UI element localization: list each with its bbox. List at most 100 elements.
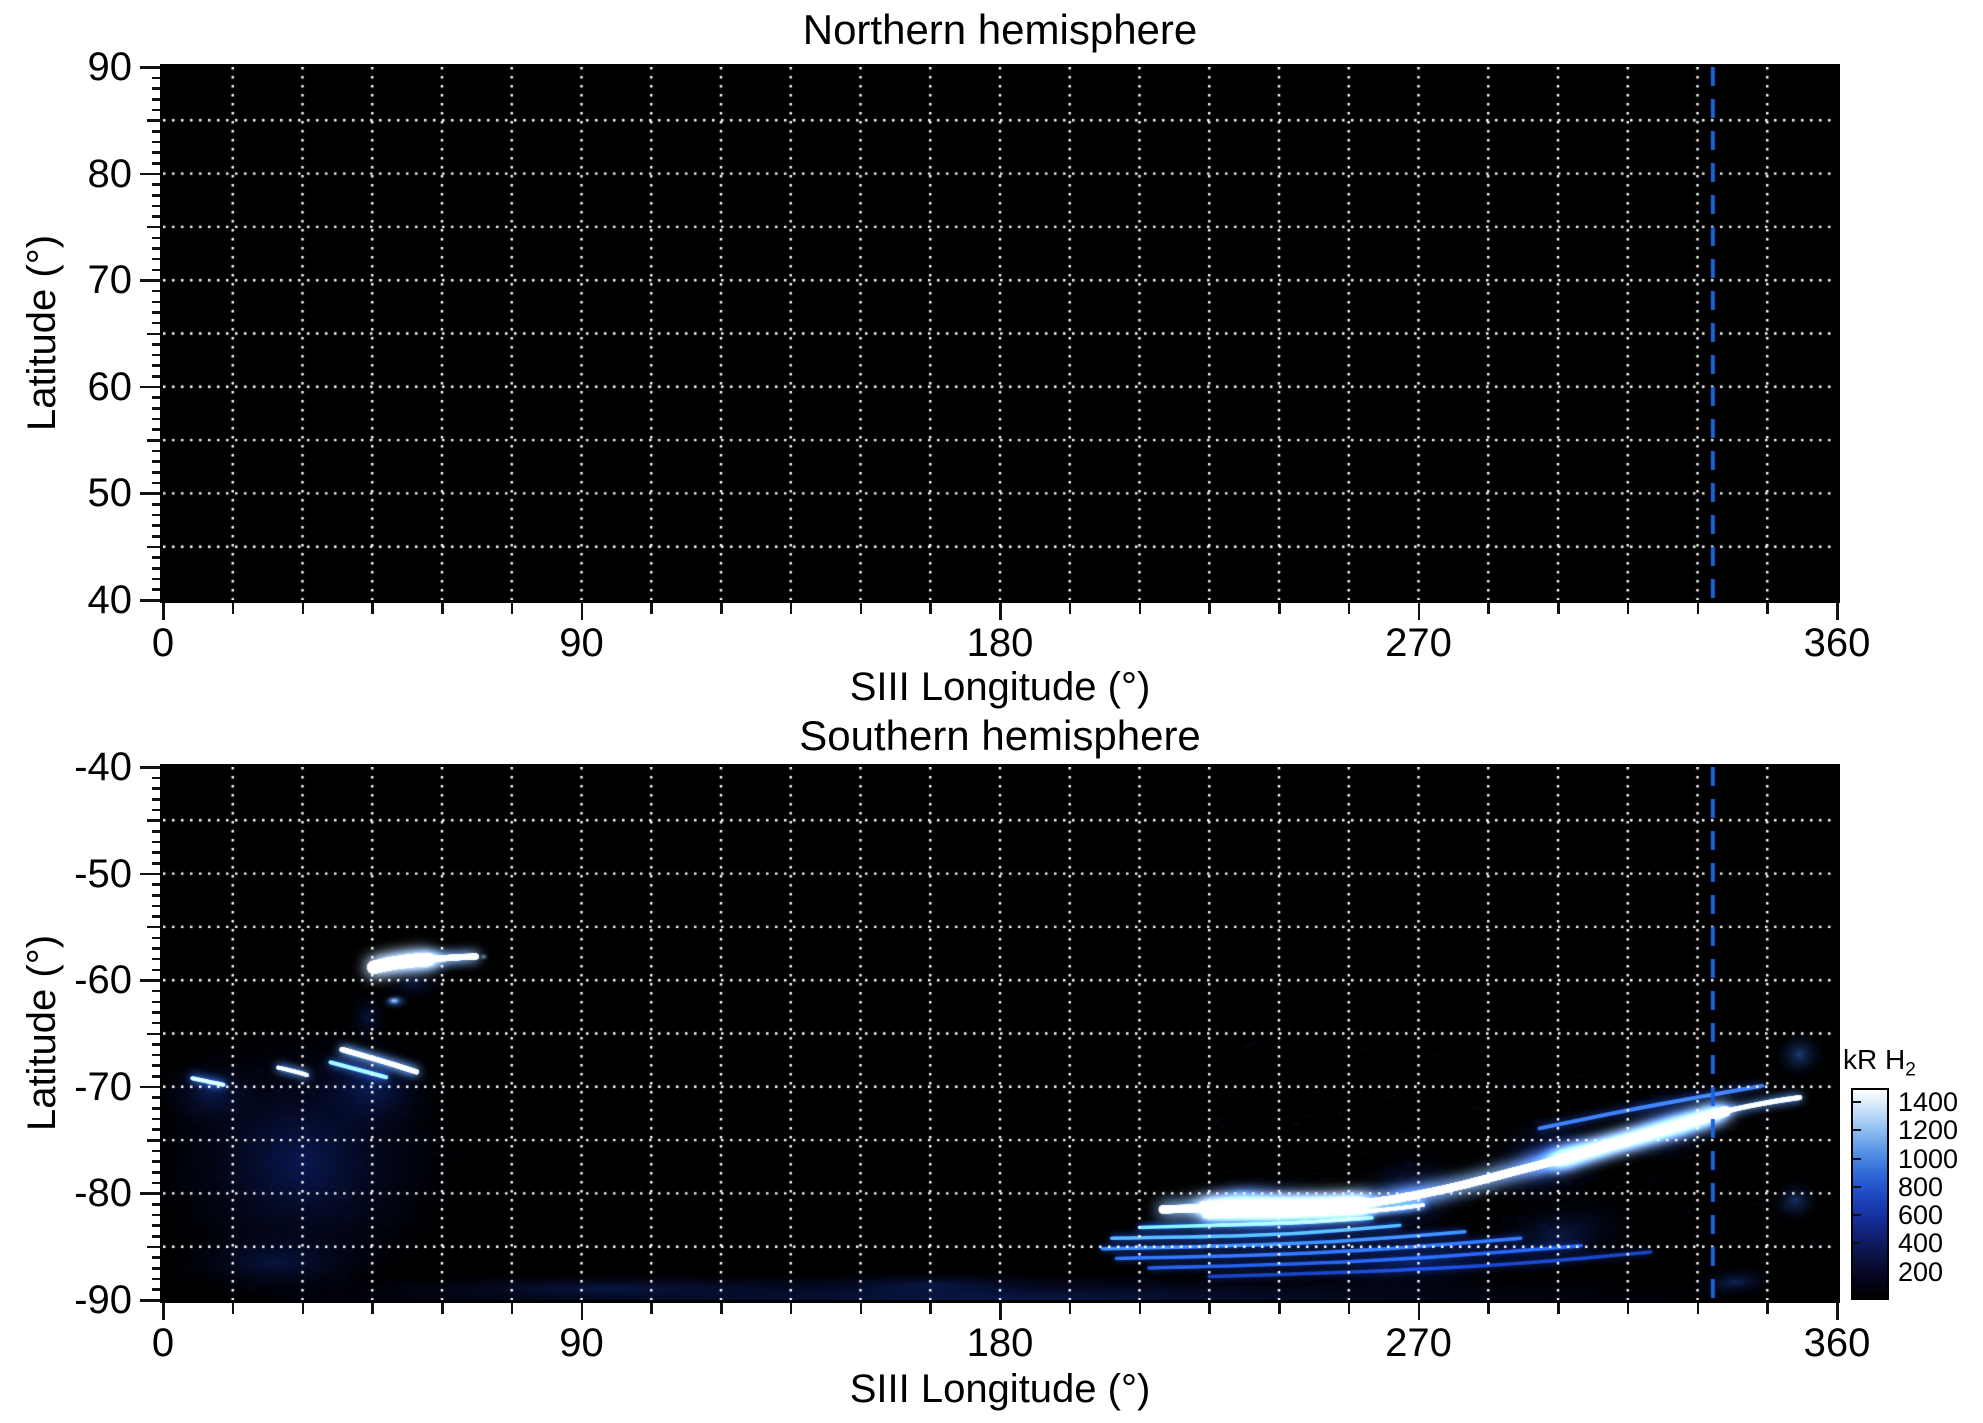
x-axis-tick [1208, 603, 1211, 614]
colorbar-tick [1853, 1129, 1861, 1132]
y-axis-tick [152, 1171, 160, 1174]
x-axis-tick [162, 1303, 165, 1320]
colorbar-title: kR H2 [1843, 1044, 1916, 1081]
y-axis-tick [140, 1085, 160, 1089]
y-axis-tick [152, 449, 160, 453]
y-axis-tick [152, 989, 160, 993]
y-axis-tick [152, 861, 160, 865]
y-axis-tick [152, 183, 160, 186]
north-xaxis-title: SIII Longitude (°) [849, 665, 1151, 709]
y-axis-tick [152, 1277, 160, 1281]
y-axis-tick [152, 1203, 160, 1206]
y-tick-label: -50 [74, 851, 132, 896]
y-tick-label: 90 [87, 45, 133, 89]
x-tick-label: 270 [1385, 1321, 1452, 1365]
y-axis-tick [152, 1117, 160, 1121]
x-tick-label: 270 [1385, 621, 1452, 665]
y-axis-tick [152, 321, 160, 325]
y-axis-tick [140, 66, 160, 69]
y-axis-tick [147, 1032, 160, 1036]
y-axis-tick [140, 872, 160, 876]
colorbar-tick-label: 1200 [1898, 1115, 1959, 1146]
y-axis-tick [152, 108, 160, 112]
x-axis-tick [580, 603, 584, 620]
y-axis-tick [140, 599, 160, 602]
colorbar [1851, 1088, 1889, 1300]
y-axis-tick [152, 915, 160, 918]
colorbar-tick [1853, 1270, 1861, 1273]
colorbar-tick [1853, 1214, 1861, 1217]
x-axis-tick [1557, 603, 1560, 614]
y-axis-tick [152, 1288, 160, 1291]
y-axis-tick [147, 225, 160, 229]
north-heatmap-canvas [163, 67, 1837, 600]
y-axis-tick [152, 151, 160, 154]
y-axis-tick [147, 545, 160, 549]
x-axis-tick [1696, 1303, 1700, 1314]
y-tick-label: -80 [74, 1171, 132, 1216]
y-axis-tick [152, 957, 160, 961]
y-axis-tick [152, 883, 160, 886]
south-heatmap-canvas [163, 767, 1837, 1300]
y-axis-tick [152, 428, 160, 432]
x-tick-label: 90 [559, 1321, 604, 1365]
y-axis-tick [140, 279, 160, 282]
y-axis-tick [152, 300, 160, 304]
y-axis-tick [147, 819, 160, 822]
y-axis-tick [152, 840, 160, 844]
x-axis-tick [1347, 603, 1351, 614]
south-panel [160, 764, 1840, 1303]
y-axis-tick [152, 1181, 160, 1185]
x-axis-tick [859, 603, 863, 614]
colorbar-tick-label: 1400 [1898, 1087, 1959, 1118]
y-axis-tick [152, 1011, 160, 1014]
y-axis-tick [152, 161, 160, 165]
x-axis-tick [1417, 1303, 1421, 1320]
x-axis-tick [441, 603, 444, 614]
y-axis-tick [140, 172, 160, 176]
y-axis-tick [152, 364, 160, 368]
x-axis-tick [789, 1303, 793, 1314]
x-axis-tick [301, 1303, 305, 1314]
y-axis-tick [152, 1256, 160, 1259]
y-axis-tick [152, 513, 160, 517]
y-axis-tick [152, 1096, 160, 1100]
y-axis-tick [152, 1149, 160, 1153]
y-axis-tick [152, 588, 160, 591]
x-axis-tick [1068, 1303, 1072, 1314]
x-axis-tick [859, 1303, 863, 1314]
y-axis-tick [152, 524, 160, 527]
y-axis-tick [152, 76, 160, 80]
x-axis-tick [371, 603, 374, 614]
panel-title-south: Southern hemisphere [799, 712, 1201, 759]
y-tick-label: -40 [74, 745, 132, 789]
x-axis-tick [162, 603, 165, 620]
y-axis-tick [152, 97, 160, 101]
colorbar-tick [1853, 1157, 1861, 1160]
x-axis-tick [580, 1303, 584, 1320]
x-axis-tick [929, 1303, 932, 1314]
x-axis-tick [720, 603, 723, 614]
y-axis-tick [152, 247, 160, 250]
x-axis-tick [1347, 1303, 1351, 1314]
y-tick-label: 40 [87, 578, 133, 622]
y-axis-tick [152, 353, 160, 357]
y-axis-tick [152, 577, 160, 581]
colorbar-tick [1853, 1185, 1861, 1188]
y-axis-tick [152, 407, 160, 410]
x-axis-tick [1138, 603, 1142, 614]
colorbar-tick-label: 1000 [1898, 1143, 1959, 1174]
x-axis-tick [1766, 1303, 1769, 1314]
y-axis-tick [152, 193, 160, 197]
y-axis-tick [152, 1064, 160, 1068]
y-tick-label: 70 [87, 258, 133, 303]
y-axis-tick [152, 460, 160, 463]
y-axis-tick [140, 766, 160, 769]
x-axis-tick [1278, 1303, 1281, 1314]
y-tick-label: -70 [74, 1064, 132, 1109]
x-axis-tick [1278, 603, 1281, 614]
y-axis-tick [152, 797, 160, 801]
y-axis-tick [152, 968, 160, 972]
north-yaxis-title: Latitude (°) [20, 234, 64, 432]
x-tick-label: 180 [966, 621, 1034, 665]
